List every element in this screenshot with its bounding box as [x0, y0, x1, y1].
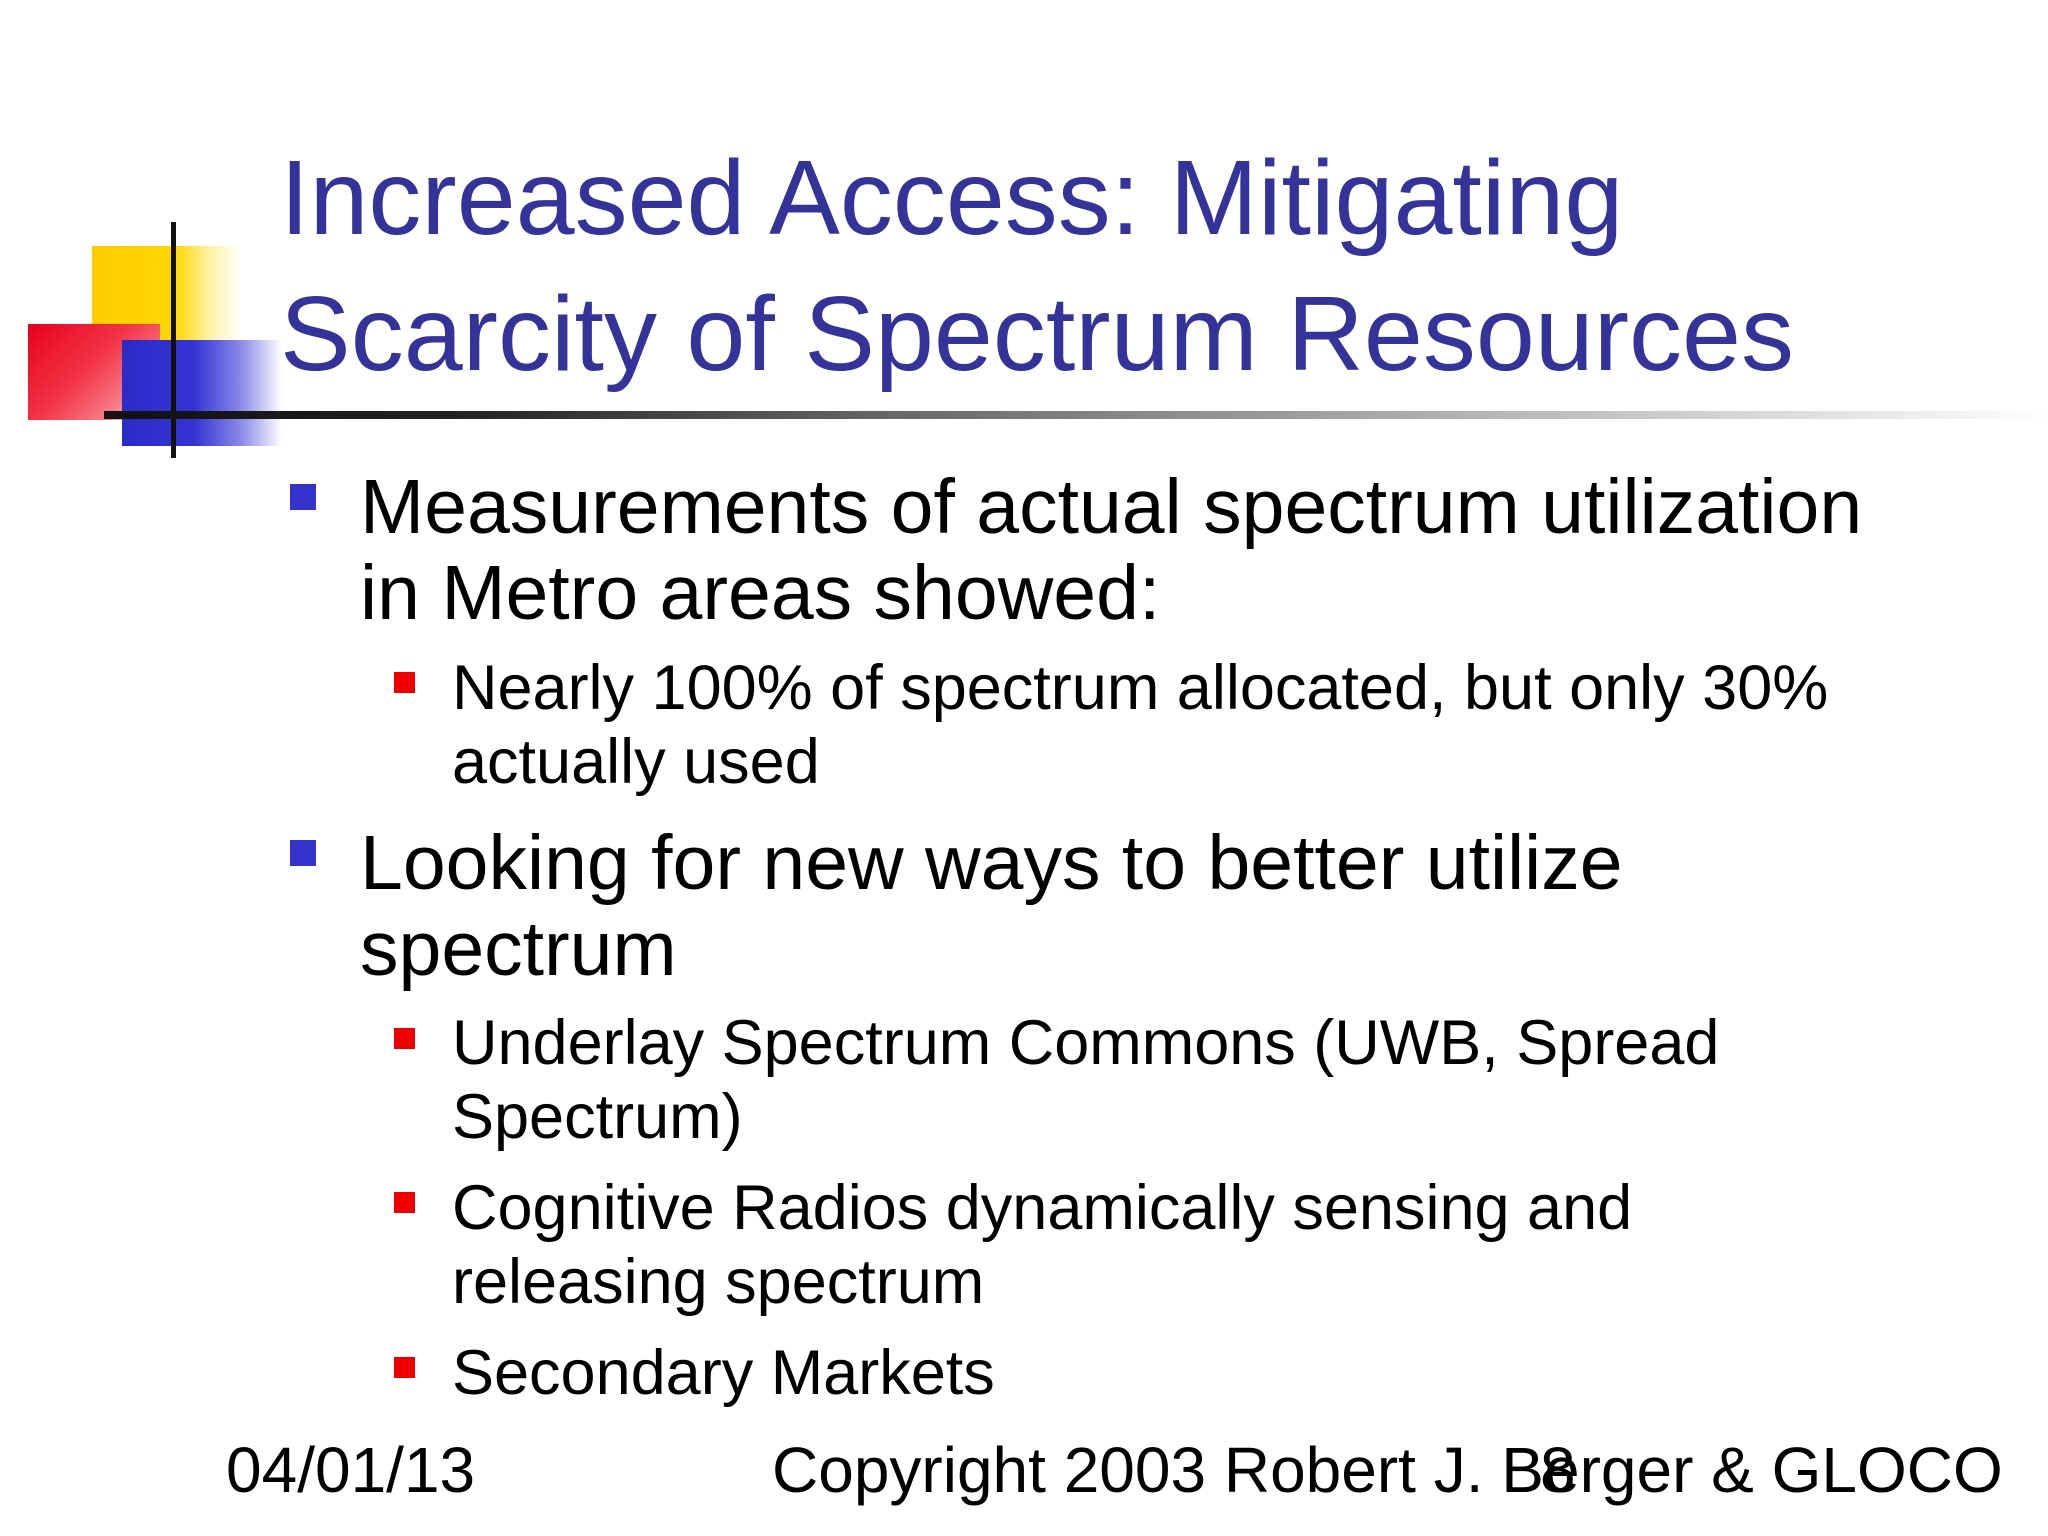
vertical-rule: [171, 222, 176, 458]
bullet-line: Measurements of actual spectrum utilizat…: [360, 464, 1863, 550]
slide-number: 8: [1540, 1434, 1576, 1506]
bullet-level1: Measurements of actual spectrum utilizat…: [360, 464, 2020, 636]
slide-title: Increased Access: Mitigating Scarcity of…: [280, 130, 2020, 402]
bullet-level1: Looking for new ways to better utilize s…: [360, 820, 2020, 992]
sub-bullet-line: releasing spectrum: [452, 1247, 985, 1317]
sub-bullet-line: actually used: [452, 727, 820, 797]
sub-bullet-line: Nearly 100% of spectrum allocated, but o…: [452, 653, 1829, 723]
sub-bullet-line: Underlay Spectrum Commons (UWB, Spread: [452, 1008, 1720, 1078]
bullet-line: in Metro areas showed:: [360, 550, 1161, 636]
decorative-logo: [0, 0, 300, 470]
bullet-square-icon: [290, 840, 316, 866]
footer-date: 04/01/13: [226, 1434, 476, 1506]
sub-bullet-line: Spectrum): [452, 1082, 743, 1152]
bullet-level2: Cognitive Radios dynamically sensing and…: [452, 1171, 2012, 1319]
sub-bullet-square-icon: [394, 672, 415, 693]
bullet-level2: Secondary Markets: [452, 1336, 2012, 1410]
blue-square-shape: [122, 340, 282, 446]
title-line: Scarcity of Spectrum Resources: [280, 275, 1794, 393]
sub-bullet-line: Cognitive Radios dynamically sensing and: [452, 1173, 1633, 1243]
bullet-square-icon: [290, 484, 316, 510]
title-line: Increased Access: Mitigating: [280, 139, 1624, 257]
bullet-level2: Nearly 100% of spectrum allocated, but o…: [452, 651, 2012, 799]
sub-bullet-square-icon: [394, 1192, 415, 1213]
bullet-level2: Underlay Spectrum Commons (UWB, Spread S…: [452, 1006, 2012, 1154]
sub-bullet-line: Secondary Markets: [452, 1338, 995, 1408]
title-underline-rule: [104, 411, 2048, 419]
bullet-line: spectrum: [360, 906, 677, 992]
bullet-line: Looking for new ways to better utilize: [360, 820, 1623, 906]
sub-bullet-square-icon: [394, 1028, 415, 1049]
footer-copyright: Copyright 2003 Robert J. Berger & GLOCO: [772, 1434, 2003, 1506]
sub-bullet-square-icon: [394, 1357, 415, 1378]
